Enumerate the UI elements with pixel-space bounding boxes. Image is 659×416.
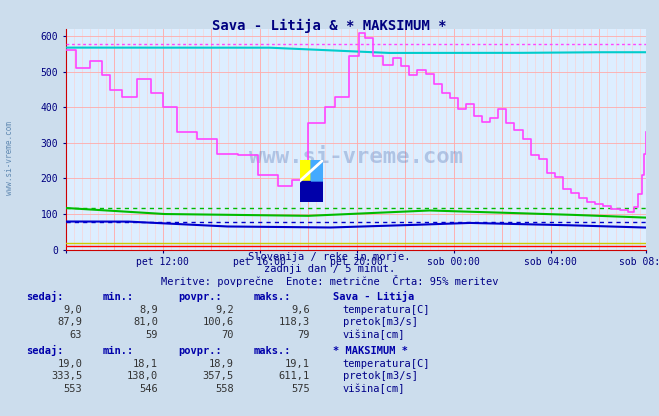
- Text: 81,0: 81,0: [133, 317, 158, 327]
- Text: 18,9: 18,9: [209, 359, 234, 369]
- Text: 333,5: 333,5: [51, 371, 82, 381]
- Text: 63: 63: [70, 330, 82, 340]
- Text: 357,5: 357,5: [203, 371, 234, 381]
- Text: maks.:: maks.:: [254, 292, 291, 302]
- Text: 79: 79: [297, 330, 310, 340]
- Text: 9,6: 9,6: [291, 305, 310, 315]
- Text: zadnji dan / 5 minut.: zadnji dan / 5 minut.: [264, 265, 395, 275]
- Text: povpr.:: povpr.:: [178, 347, 221, 357]
- Text: 553: 553: [64, 384, 82, 394]
- Text: Meritve: povprečne  Enote: metrične  Črta: 95% meritev: Meritve: povprečne Enote: metrične Črta:…: [161, 275, 498, 287]
- Text: 575: 575: [291, 384, 310, 394]
- Text: temperatura[C]: temperatura[C]: [343, 359, 430, 369]
- Text: 59: 59: [146, 330, 158, 340]
- Text: 9,0: 9,0: [64, 305, 82, 315]
- Text: 558: 558: [215, 384, 234, 394]
- Text: maks.:: maks.:: [254, 347, 291, 357]
- Text: pretok[m3/s]: pretok[m3/s]: [343, 317, 418, 327]
- Text: 611,1: 611,1: [279, 371, 310, 381]
- Bar: [300, 160, 312, 181]
- Text: * MAKSIMUM *: * MAKSIMUM *: [333, 347, 408, 357]
- Text: 8,9: 8,9: [140, 305, 158, 315]
- Text: Sava - Litija: Sava - Litija: [333, 291, 414, 302]
- Text: pretok[m3/s]: pretok[m3/s]: [343, 371, 418, 381]
- Text: 19,0: 19,0: [57, 359, 82, 369]
- Text: min.:: min.:: [102, 347, 133, 357]
- Text: 9,2: 9,2: [215, 305, 234, 315]
- Text: sedaj:: sedaj:: [26, 291, 64, 302]
- Text: 18,1: 18,1: [133, 359, 158, 369]
- Text: sedaj:: sedaj:: [26, 345, 64, 357]
- Text: višina[cm]: višina[cm]: [343, 384, 405, 394]
- Text: 546: 546: [140, 384, 158, 394]
- Text: Slovenija / reke in morje.: Slovenija / reke in morje.: [248, 252, 411, 262]
- Text: 138,0: 138,0: [127, 371, 158, 381]
- Bar: [300, 181, 323, 202]
- Text: temperatura[C]: temperatura[C]: [343, 305, 430, 315]
- Polygon shape: [312, 160, 323, 181]
- Text: min.:: min.:: [102, 292, 133, 302]
- Text: Sava - Litija & * MAKSIMUM *: Sava - Litija & * MAKSIMUM *: [212, 19, 447, 33]
- Polygon shape: [312, 160, 323, 181]
- Text: povpr.:: povpr.:: [178, 292, 221, 302]
- Text: 70: 70: [221, 330, 234, 340]
- Text: 100,6: 100,6: [203, 317, 234, 327]
- Text: 19,1: 19,1: [285, 359, 310, 369]
- Text: višina[cm]: višina[cm]: [343, 329, 405, 340]
- Polygon shape: [312, 160, 323, 181]
- Text: www.si-vreme.com: www.si-vreme.com: [249, 147, 463, 167]
- Text: 87,9: 87,9: [57, 317, 82, 327]
- Text: www.si-vreme.com: www.si-vreme.com: [5, 121, 14, 195]
- Text: 118,3: 118,3: [279, 317, 310, 327]
